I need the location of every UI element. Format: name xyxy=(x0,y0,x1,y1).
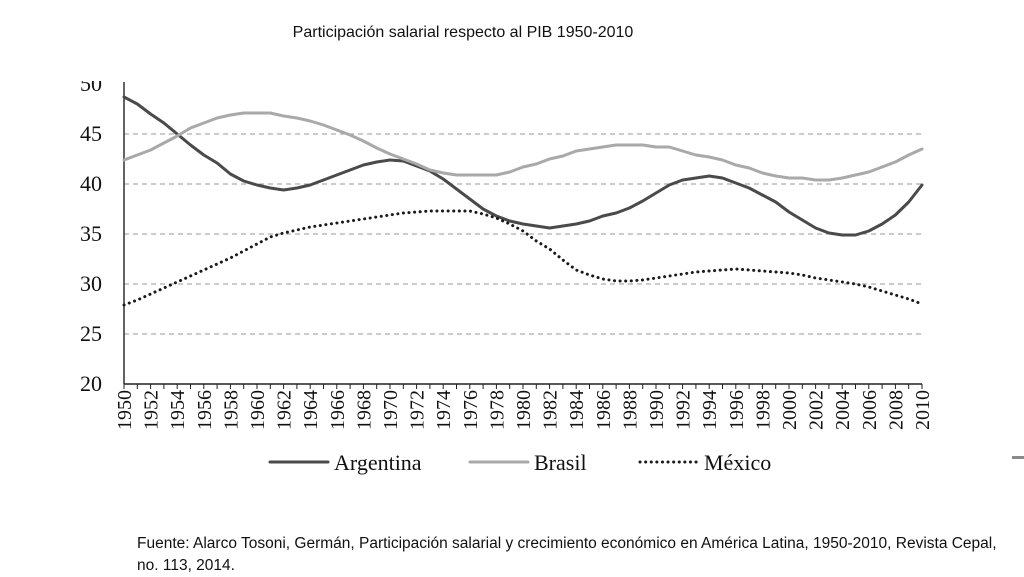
slide-edge-mark xyxy=(1012,456,1024,459)
x-tick-label-1978: 1978 xyxy=(486,390,508,430)
series-lines xyxy=(122,95,924,307)
chart-title: Participación salarial respecto al PIB 1… xyxy=(292,24,634,41)
x-tick-label-2002: 2002 xyxy=(806,390,828,430)
grid-lines xyxy=(124,133,922,335)
y-tick-label-top: 50 xyxy=(80,71,102,96)
x-tick-label-1960: 1960 xyxy=(247,390,269,430)
y-tick-label-20: 20 xyxy=(80,371,102,396)
x-tick-label-1996: 1996 xyxy=(726,390,748,430)
y-axis-ticks: 20 25 30 35 40 45 50 xyxy=(80,71,102,396)
x-tick-label-1958: 1958 xyxy=(220,390,242,430)
x-tick-label-1968: 1968 xyxy=(353,390,375,430)
y-tick-label-45: 45 xyxy=(80,121,102,146)
x-tick-label-2006: 2006 xyxy=(859,390,881,430)
x-tick-label-1964: 1964 xyxy=(300,390,322,430)
x-tick-label-1976: 1976 xyxy=(460,390,482,430)
y-tick-label-25: 25 xyxy=(80,321,102,346)
x-axis-ticks: 1950 1952 1954 1956 1958 1960 1962 1964 1966 1968… xyxy=(114,384,934,430)
x-tick-label-1966: 1966 xyxy=(327,390,349,430)
legend: Argentina Brasil México xyxy=(268,450,771,475)
y-tick-label-40: 40 xyxy=(80,171,102,196)
x-tick-label-1952: 1952 xyxy=(141,390,163,430)
x-tick-label-1992: 1992 xyxy=(673,390,695,430)
legend-label-3: México xyxy=(704,450,771,475)
x-tick-label-1974: 1974 xyxy=(433,390,455,430)
x-tick-label-1984: 1984 xyxy=(566,390,588,430)
legend-label-2: Brasil xyxy=(534,450,587,475)
series-line-2 xyxy=(122,111,924,182)
x-tick-label-1972: 1972 xyxy=(407,390,429,430)
x-tick-label-1956: 1956 xyxy=(194,390,216,430)
source-citation: Fuente: Alarco Tosoni, Germán, Participa… xyxy=(137,535,997,574)
x-tick-label-1980: 1980 xyxy=(513,390,535,430)
x-tick-label-1982: 1982 xyxy=(540,390,562,430)
x-tick-label-1998: 1998 xyxy=(752,390,774,430)
x-tick-label-1954: 1954 xyxy=(167,390,189,430)
x-tick-label-2010: 2010 xyxy=(912,390,934,430)
x-tick-label-2000: 2000 xyxy=(779,390,801,430)
y-tick-label-35: 35 xyxy=(80,221,102,246)
x-tick-label-1986: 1986 xyxy=(593,390,615,430)
x-tick-label-1950: 1950 xyxy=(114,390,136,430)
x-tick-label-2004: 2004 xyxy=(832,390,854,430)
series-line-3 xyxy=(122,209,924,307)
x-tick-label-1970: 1970 xyxy=(380,390,402,430)
x-tick-label-1990: 1990 xyxy=(646,390,668,430)
x-tick-label-1962: 1962 xyxy=(274,390,296,430)
axes xyxy=(123,82,922,385)
legend-label-1: Argentina xyxy=(334,450,422,475)
x-tick-label-1994: 1994 xyxy=(699,390,721,430)
x-tick-label-2008: 2008 xyxy=(885,390,907,430)
x-tick-label-1988: 1988 xyxy=(619,390,641,430)
y-tick-label-30: 30 xyxy=(80,271,102,296)
series-line-1 xyxy=(122,95,924,237)
